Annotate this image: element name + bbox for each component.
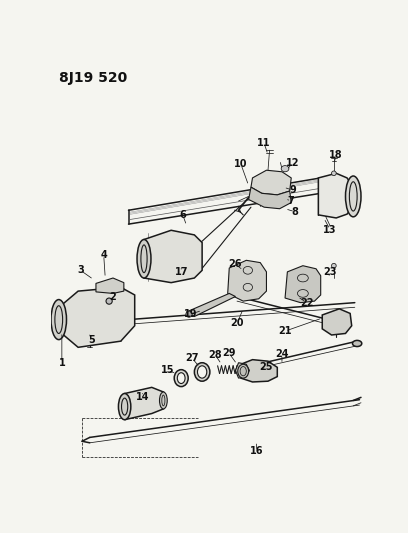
Text: 8: 8: [292, 207, 299, 217]
Ellipse shape: [194, 363, 210, 381]
Polygon shape: [241, 360, 277, 382]
Text: 9: 9: [289, 185, 296, 195]
Polygon shape: [144, 230, 202, 282]
Text: 7: 7: [288, 196, 295, 206]
Text: 1: 1: [58, 358, 65, 368]
Text: 15: 15: [160, 366, 174, 375]
Ellipse shape: [174, 370, 188, 386]
Polygon shape: [186, 294, 235, 317]
Polygon shape: [322, 309, 352, 335]
Text: 16: 16: [250, 446, 263, 456]
Text: 17: 17: [175, 267, 188, 277]
Polygon shape: [57, 287, 135, 348]
Ellipse shape: [197, 366, 207, 378]
Text: 21: 21: [278, 326, 292, 336]
Text: 12: 12: [286, 158, 299, 167]
Polygon shape: [285, 265, 321, 303]
Polygon shape: [124, 387, 163, 419]
Text: 14: 14: [136, 392, 149, 401]
Text: 29: 29: [222, 349, 236, 359]
Polygon shape: [228, 260, 266, 301]
Text: 5: 5: [88, 335, 95, 345]
Ellipse shape: [353, 341, 362, 346]
Text: 6: 6: [180, 210, 186, 220]
Ellipse shape: [160, 392, 167, 409]
Text: 28: 28: [208, 350, 222, 360]
Ellipse shape: [332, 171, 336, 175]
Text: 20: 20: [230, 318, 244, 328]
Text: 27: 27: [185, 353, 199, 363]
Polygon shape: [235, 363, 249, 378]
Text: 13: 13: [323, 224, 337, 235]
Ellipse shape: [238, 364, 248, 378]
Ellipse shape: [186, 311, 192, 317]
Text: 2: 2: [110, 292, 116, 302]
Polygon shape: [251, 170, 291, 195]
Ellipse shape: [281, 166, 289, 172]
Text: 4: 4: [100, 250, 107, 260]
Text: 11: 11: [257, 138, 271, 148]
Polygon shape: [318, 173, 353, 218]
Ellipse shape: [332, 263, 336, 268]
Text: 10: 10: [234, 159, 248, 169]
Ellipse shape: [118, 393, 131, 419]
Text: 24: 24: [275, 349, 289, 359]
Ellipse shape: [177, 373, 185, 384]
Ellipse shape: [346, 176, 361, 217]
Text: 26: 26: [229, 259, 242, 269]
Text: 25: 25: [260, 361, 273, 372]
Text: 18: 18: [329, 150, 343, 160]
Text: 22: 22: [300, 297, 313, 308]
Polygon shape: [248, 187, 291, 209]
Ellipse shape: [51, 300, 67, 340]
Ellipse shape: [106, 298, 112, 304]
Text: 3: 3: [77, 265, 84, 276]
Ellipse shape: [137, 239, 151, 278]
Polygon shape: [96, 278, 124, 294]
Text: 8J19 520: 8J19 520: [59, 71, 127, 85]
Text: 23: 23: [323, 267, 337, 277]
Text: 19: 19: [184, 309, 197, 319]
